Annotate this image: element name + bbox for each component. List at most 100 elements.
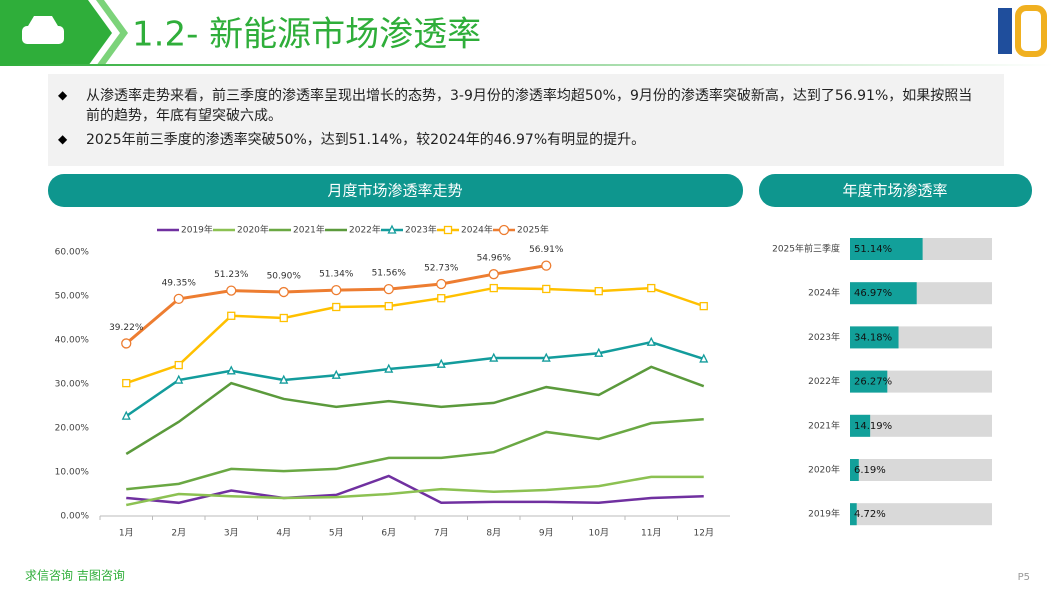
y-tick-label: 60.00%	[55, 248, 90, 258]
y-tick-label: 40.00%	[55, 336, 90, 346]
y-tick-label: 10.00%	[55, 468, 90, 478]
data-label: 14.19%	[854, 421, 892, 432]
marker	[436, 358, 446, 368]
bar	[850, 238, 923, 260]
marker	[699, 353, 709, 363]
series-line	[126, 474, 704, 505]
bar	[850, 459, 859, 481]
bar	[850, 370, 888, 393]
data-label: 51.34%	[319, 270, 354, 280]
header-arrow	[96, 0, 128, 66]
series-line	[125, 286, 705, 385]
bar	[850, 414, 871, 437]
bullet: 2025年前三季度的渗透率突破50%，达到51.14%，较2024年的46.97…	[86, 132, 646, 148]
marker	[383, 283, 394, 295]
bar-track	[850, 459, 992, 481]
chart-title: 年度市场渗透率	[842, 182, 947, 200]
x-tick-label: 2月	[171, 528, 186, 539]
bullet-icon: ◆	[58, 88, 68, 102]
marker	[384, 301, 393, 311]
bar-track	[850, 414, 992, 437]
data-label: 39.22%	[109, 323, 144, 333]
series-line	[125, 365, 705, 456]
marker	[384, 363, 394, 373]
y-tick-label: 0.00%	[60, 512, 89, 522]
data-label: 49.35%	[162, 278, 197, 288]
marker	[279, 313, 288, 323]
marker	[443, 225, 453, 235]
x-tick-label: 12月	[694, 528, 714, 539]
marker	[331, 284, 342, 296]
data-label: 51.23%	[214, 270, 249, 280]
y-tick-label: 50.00%	[55, 292, 90, 302]
data-label: 54.96%	[477, 254, 512, 264]
marker	[387, 224, 397, 234]
data-label: 6.19%	[854, 465, 886, 476]
marker	[226, 285, 237, 296]
marker	[173, 293, 184, 305]
marker	[174, 374, 184, 384]
data-label: 4.72%	[854, 509, 886, 520]
data-label: 46.97%	[854, 288, 892, 299]
chart-title: 月度市场渗透率走势	[327, 182, 462, 200]
x-tick-label: 8月	[486, 528, 501, 539]
marker	[122, 378, 131, 388]
marker	[542, 284, 551, 294]
legend-label: 2022年	[349, 224, 381, 236]
marker	[121, 338, 132, 349]
bar	[850, 503, 857, 526]
marker	[227, 311, 236, 320]
marker	[646, 336, 656, 346]
legend-label: 2025年	[517, 224, 549, 236]
legend-label: 2023年	[405, 224, 437, 236]
x-tick-label: 6月	[381, 528, 396, 539]
marker	[647, 283, 656, 293]
legend-label: 2020年	[237, 224, 269, 236]
car-icon	[28, 16, 58, 26]
legend-label: 2019年	[181, 224, 213, 236]
x-tick-label: 3月	[224, 528, 239, 539]
marker	[541, 352, 551, 362]
data-label: 52.73%	[424, 263, 459, 273]
bar-track	[850, 503, 992, 526]
bar	[850, 326, 899, 349]
marker	[541, 260, 552, 271]
marker	[226, 365, 236, 375]
series-line	[125, 475, 704, 507]
category-label: 2019年	[808, 508, 840, 520]
marker	[174, 360, 183, 370]
marker	[594, 287, 603, 296]
bullet-box	[48, 74, 1004, 166]
data-label: 51.56%	[372, 269, 407, 279]
category-label: 2023年	[808, 331, 840, 343]
category-label: 2024年	[808, 287, 840, 299]
title-pill	[48, 174, 743, 207]
x-tick-label: 9月	[539, 528, 554, 539]
x-tick-label: 10月	[589, 528, 609, 539]
logo	[1015, 5, 1047, 57]
marker	[489, 352, 499, 362]
title-pill	[759, 174, 1032, 207]
data-label: 51.14%	[854, 244, 892, 255]
category-label: 2020年	[808, 464, 840, 476]
x-tick-label: 7月	[434, 528, 449, 539]
x-tick-label: 1月	[119, 528, 134, 539]
footer-company: 求信咨询 吉图咨询	[25, 568, 125, 583]
bar	[850, 282, 917, 305]
series-line	[125, 340, 705, 418]
data-label: 56.91%	[529, 245, 564, 255]
legend-label: 2021年	[293, 224, 325, 236]
data-label: 50.90%	[267, 272, 302, 282]
data-label: 34.18%	[854, 332, 892, 343]
category-label: 2021年	[808, 419, 840, 431]
marker	[488, 269, 499, 280]
bullet-icon: ◆	[58, 132, 68, 146]
marker	[436, 278, 447, 290]
car-icon	[22, 26, 64, 44]
marker	[498, 224, 510, 236]
category-label: 2025年前三季度	[772, 243, 840, 255]
marker	[331, 369, 341, 379]
page-title: 1.2- 新能源市场渗透率	[132, 15, 481, 55]
y-tick-label: 20.00%	[55, 424, 90, 434]
